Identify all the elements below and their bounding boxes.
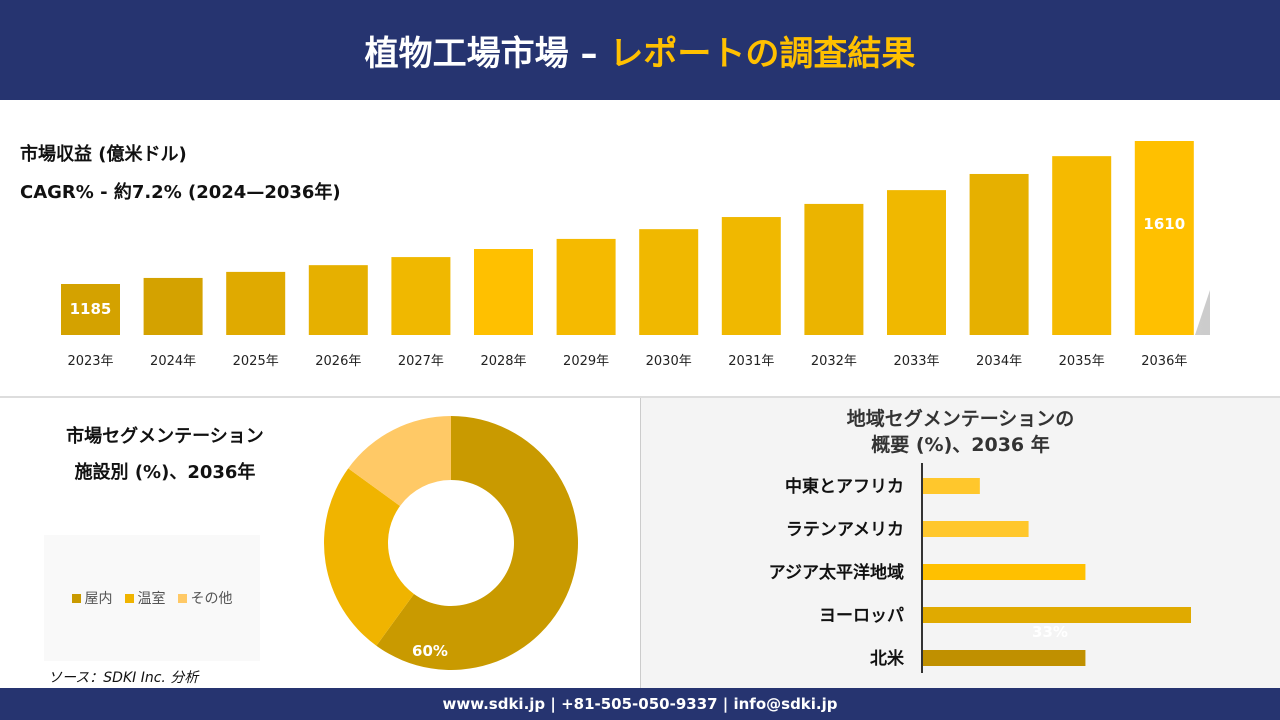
facility-title-2: 施設別 (%)、2036年 (74, 462, 256, 483)
x-tick-label: 2036年 (1141, 354, 1187, 369)
x-tick-label: 2030年 (646, 354, 692, 369)
revenue-bar (639, 229, 699, 335)
legend-label: 屋内 (84, 591, 113, 607)
data-label: 60% (412, 642, 448, 660)
x-tick-label: 2034年 (976, 354, 1022, 369)
x-tick-label: 2026年 (315, 354, 361, 369)
facility-title-1: 市場セグメンテーション (66, 426, 264, 447)
revenue-bar-chart: 2023年 1185 2024年 2025年 2026年 2027年 2028年 2029年 2… (60, 141, 1210, 369)
revenue-bar (556, 238, 616, 335)
footer-contact: www.sdki.jp | +81-505-050-9337 | info@sd… (0, 688, 1280, 720)
revenue-bar (721, 217, 781, 335)
y-tick-label: ラテンアメリカ (786, 520, 904, 540)
legend-item: 屋内 (71, 588, 113, 608)
revenue-chart-panel: 市場収益 (億米ドル) CAGR% - 約7.2% (2024—2036年) 2… (0, 100, 1280, 396)
y-tick-label: アジア太平洋地域 (769, 562, 904, 583)
x-tick-label: 2032年 (811, 354, 857, 369)
x-tick-label: 2023年 (67, 354, 113, 369)
revenue-bar (887, 190, 946, 335)
page-title: 植物工場市場 – レポートの調査結果 (0, 0, 1280, 100)
y-tick-label: 中東とアフリカ (785, 476, 904, 497)
revenue-chart-title: 市場収益 (億米ドル) (20, 144, 187, 165)
data-label: 33% (1032, 623, 1068, 641)
legend-label: その他 (190, 591, 233, 607)
x-tick-label: 2025年 (233, 354, 279, 369)
facility-donut-chart: 60% (324, 416, 578, 670)
revenue-bar (1134, 141, 1194, 335)
revenue-bar (226, 271, 286, 335)
divider (640, 398, 641, 688)
region-title-1: 地域セグメンテーションの (846, 408, 1075, 430)
data-label: 1610 (1143, 215, 1185, 233)
legend-swatch (177, 593, 187, 603)
revenue-bar (474, 249, 533, 335)
region-segment-panel: 地域セグメンテーションの 概要 (%)、2036 年 中東とアフリカ ラテンアメリ… (641, 398, 1280, 688)
x-tick-label: 2027年 (398, 354, 444, 369)
title-accent: レポートの調査結果 (609, 33, 916, 74)
x-tick-label: 2033年 (893, 354, 939, 369)
revenue-bar (308, 265, 368, 335)
legend-swatch (124, 593, 134, 603)
region-bar (923, 564, 1086, 580)
facility-segment-panel: 市場セグメンテーション 施設別 (%)、2036年 60% (0, 398, 640, 688)
donut-slice (376, 416, 578, 670)
x-tick-label: 2028年 (480, 354, 526, 369)
region-bar (923, 521, 1029, 537)
source-note: ソース：SDKI Inc. 分析 (48, 670, 199, 686)
y-tick-label: 北米 (870, 648, 905, 669)
data-label: 1185 (70, 300, 112, 318)
revenue-bar (1052, 156, 1112, 335)
region-bar (923, 650, 1086, 666)
revenue-bar (969, 173, 1029, 335)
revenue-bar (143, 277, 203, 335)
legend-item: その他 (177, 588, 233, 608)
cagr-subtitle: CAGR% - 約7.2% (2024—2036年) (20, 182, 341, 203)
region-bar (923, 607, 1191, 623)
donut-legend: 屋内 温室 その他 (44, 535, 260, 661)
x-tick-label: 2024年 (150, 354, 196, 369)
legend-item: 温室 (124, 588, 166, 608)
revenue-bar (61, 284, 120, 335)
revenue-bar (804, 203, 864, 335)
divider (0, 396, 1280, 398)
legend-label: 温室 (137, 591, 166, 607)
region-bar (923, 478, 980, 494)
revenue-bar (391, 257, 451, 335)
legend-swatch (71, 593, 81, 603)
x-tick-label: 2035年 (1059, 354, 1105, 369)
y-tick-label: ヨーロッパ (819, 606, 904, 626)
x-tick-label: 2029年 (563, 354, 609, 369)
region-title-2: 概要 (%)、2036 年 (871, 434, 1050, 456)
x-tick-label: 2031年 (728, 354, 774, 369)
donut-slice (348, 416, 451, 506)
donut-slice (324, 468, 414, 646)
title-main: 植物工場市場 – (364, 33, 598, 74)
